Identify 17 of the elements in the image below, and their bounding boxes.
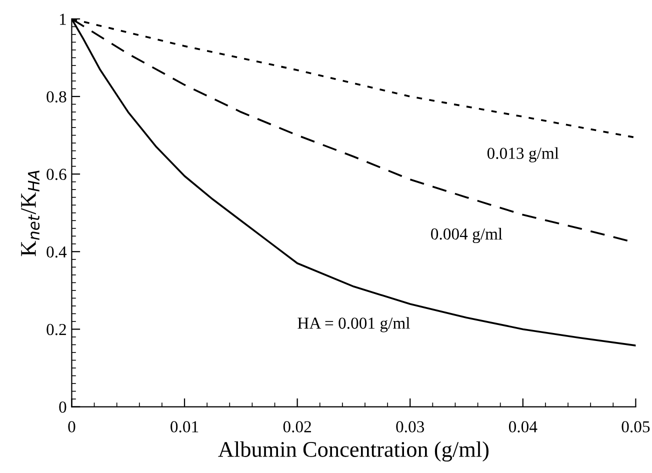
series-label: 0.004 g/ml	[431, 228, 502, 244]
y-tick-label: 0.6	[46, 168, 66, 180]
x-tick-label: 0	[68, 421, 76, 432]
x-tick-label: 0.01	[170, 421, 198, 432]
x-tick-label: 0.03	[396, 421, 424, 432]
series-label: HA = 0.001 g/ml	[298, 317, 410, 332]
y-tick-label: 0	[59, 401, 66, 413]
x-tick-label: 0.02	[283, 421, 311, 432]
x-axis-title: Albumin Concentration (g/ml)	[218, 441, 489, 462]
y-tick-label: 0.2	[46, 324, 66, 336]
y-tick-label: 0.4	[46, 246, 67, 258]
series-label: 0.013 g/ml	[487, 147, 559, 162]
y-tick-label: 0.8	[46, 91, 66, 103]
x-tick-label: 0.04	[508, 421, 538, 432]
x-tick-label: 0.05	[622, 421, 650, 432]
y-tick-label: 1	[60, 14, 66, 25]
y-axis-title: K$_{net}$/K$_{HA}$	[21, 170, 40, 256]
